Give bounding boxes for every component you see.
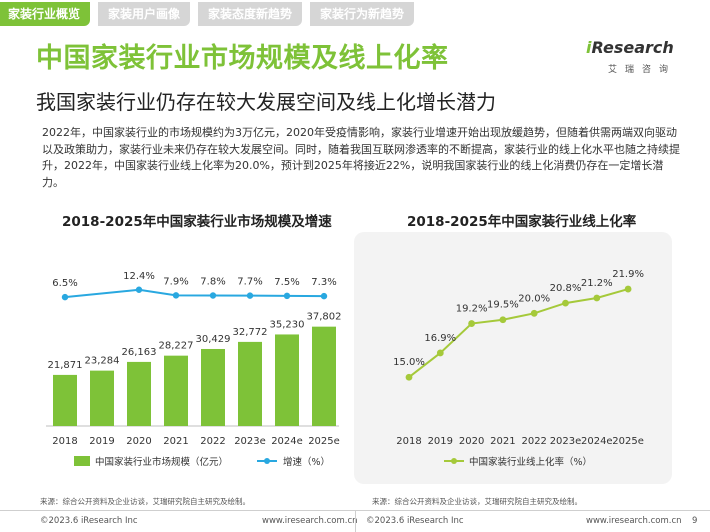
growth-point: [246, 292, 254, 299]
online-rate-label: 16.9%: [424, 333, 456, 344]
legend-online-marker: [451, 458, 457, 464]
tab-behavior-trends[interactable]: 家装行为新趋势: [310, 2, 415, 26]
logo-wordmark: iResearch: [586, 38, 674, 57]
left-x-tick-label: 2018: [52, 436, 77, 447]
online-rate-label: 19.5%: [487, 300, 519, 311]
left-source-note: 来源：综合公开资料及企业访谈，艾瑞研究院自主研究及绘制。: [40, 497, 250, 506]
online-rate-point: [499, 316, 507, 324]
left-x-tick-label: 2023e: [234, 436, 266, 447]
right-chart-title: 2018-2025年中国家装行业线上化率: [407, 214, 637, 230]
bar-2023e: [238, 341, 262, 426]
tab-attitude-trends[interactable]: 家装态度新趋势: [198, 2, 303, 26]
page-number: 9: [692, 516, 698, 526]
legend-online-label: 中国家装行业线上化率（%）: [469, 456, 592, 468]
legend-growth-marker: [264, 458, 270, 464]
growth-value-label: 12.4%: [123, 271, 155, 282]
bar-value-label: 37,802: [307, 312, 342, 323]
growth-value-label: 7.7%: [237, 277, 262, 288]
growth-point: [135, 286, 143, 293]
bar-2024e: [275, 334, 299, 426]
growth-point: [172, 292, 180, 299]
right-chart-panel: [354, 232, 672, 484]
right-source-note: 来源：综合公开资料及企业访谈，艾瑞研究院自主研究及绘制。: [372, 497, 582, 506]
right-x-tick-label: 2023e: [550, 436, 582, 447]
legend-bar-label: 中国家装行业市场规模（亿元）: [95, 456, 228, 468]
growth-point: [320, 292, 328, 300]
growth-point: [283, 292, 291, 300]
bar-2019: [90, 370, 114, 426]
left-chart-title: 2018-2025年中国家装行业市场规模及增速: [62, 214, 332, 230]
right-x-tick-label: 2020: [459, 436, 484, 447]
footer-url-right[interactable]: www.iresearch.com.cn: [586, 516, 682, 526]
bar-value-label: 28,227: [159, 341, 194, 352]
growth-value-label: 7.3%: [311, 277, 336, 288]
bar-2022: [201, 348, 225, 426]
footer-url-left[interactable]: www.iresearch.com.cn: [262, 516, 358, 526]
right-x-tick-label: 2024e: [581, 436, 613, 447]
bar-value-label: 35,230: [270, 319, 305, 330]
summary-paragraph: 2022年，中国家装行业的市场规模约为3万亿元，2020年受疫情影响，家装行业增…: [42, 126, 680, 189]
online-rate-label: 21.2%: [581, 278, 613, 289]
bar-2025e: [312, 326, 336, 426]
left-x-tick-label: 2020: [126, 436, 151, 447]
online-rate-point: [468, 320, 475, 327]
bar-2020: [127, 361, 151, 426]
footer-copyright-left: ©2023.6 iResearch Inc: [40, 516, 138, 526]
page-subtitle: 我国家装行业仍存在较大发展空间及线上化增长潜力: [36, 90, 496, 114]
page-footer: ©2023.6 iResearch Inc www.iresearch.com.…: [0, 510, 710, 532]
online-rate-label: 15.0%: [393, 357, 425, 368]
right-x-tick-label: 2022: [521, 436, 546, 447]
growth-value-label: 7.9%: [163, 276, 188, 287]
left-x-tick-label: 2024e: [271, 436, 303, 447]
bar-value-label: 23,284: [85, 356, 120, 367]
tab-user-profile[interactable]: 家装用户画像: [98, 2, 191, 26]
footer-divider: [355, 511, 356, 532]
bar-2018: [53, 374, 77, 426]
bar-2021: [164, 355, 188, 426]
online-rate-label: 20.8%: [550, 283, 582, 294]
online-rate-point: [562, 299, 569, 307]
legend-growth-label: 增速（%）: [283, 456, 330, 468]
growth-point: [61, 293, 69, 301]
bar-value-label: 26,163: [122, 347, 157, 358]
right-x-tick-label: 2025e: [612, 436, 644, 447]
online-rate-point: [624, 285, 632, 293]
iresearch-logo: iResearch 艾瑞咨询: [586, 38, 678, 78]
online-rate-point: [530, 309, 538, 317]
online-rate-label: 21.9%: [612, 269, 644, 280]
bar-value-label: 32,772: [233, 327, 268, 338]
online-rate-line: [408, 288, 629, 379]
online-rate-point: [593, 294, 601, 302]
growth-value-label: 7.8%: [200, 277, 225, 288]
legend-bar-swatch: [74, 456, 90, 466]
right-x-tick-label: 2019: [428, 436, 453, 447]
footer-copyright-right: ©2023.6 iResearch Inc: [366, 516, 464, 526]
bar-value-label: 30,429: [196, 334, 231, 345]
tab-industry-overview[interactable]: 家装行业概览: [0, 2, 91, 26]
growth-value-label: 6.5%: [52, 278, 77, 289]
online-rate-label: 19.2%: [456, 304, 488, 315]
online-rate-point: [405, 373, 413, 381]
left-x-tick-label: 2022: [200, 436, 225, 447]
left-x-tick-label: 2021: [163, 436, 188, 447]
left-x-tick-label: 2019: [89, 436, 114, 447]
bar-value-label: 21,871: [48, 360, 83, 371]
online-rate-label: 20.0%: [518, 293, 550, 304]
left-x-tick-label: 2025e: [308, 436, 340, 447]
logo-subtitle: 艾瑞咨询: [608, 65, 677, 75]
growth-point: [209, 292, 217, 299]
right-x-tick-label: 2021: [490, 436, 515, 447]
growth-value-label: 7.5%: [274, 277, 299, 288]
page-title: 中国家装行业市场规模及线上化率: [36, 43, 449, 74]
right-x-tick-label: 2018: [396, 436, 421, 447]
online-rate-point: [436, 349, 444, 357]
section-tabs: 家装行业概览 家装用户画像 家装态度新趋势 家装行为新趋势: [0, 2, 422, 26]
